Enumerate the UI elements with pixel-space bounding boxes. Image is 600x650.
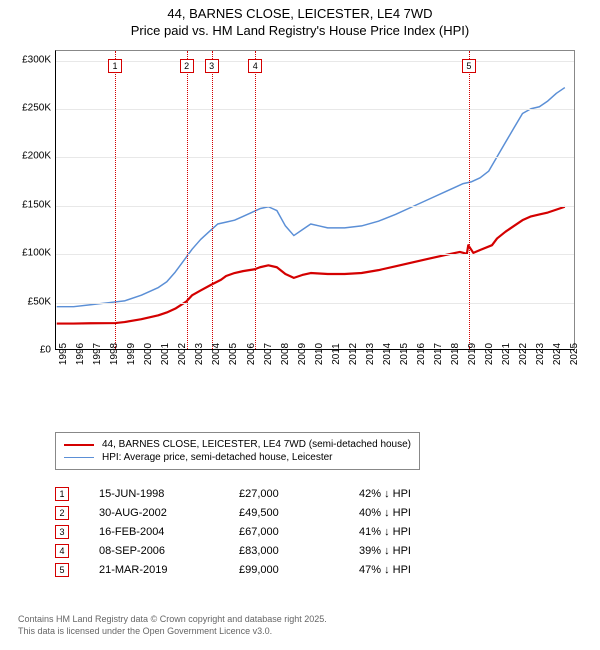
sale-marker-badge: 3	[205, 59, 219, 73]
x-tick-label: 2016	[416, 343, 427, 365]
sales-row: 5 21-MAR-2019£99,00047% ↓ HPI	[55, 563, 469, 577]
x-tick-label: 2018	[450, 343, 461, 365]
gridline-h	[56, 206, 574, 207]
y-tick-label: £0	[40, 345, 51, 356]
x-tick-label: 2024	[552, 343, 563, 365]
sales-row-index: 5	[55, 563, 69, 577]
x-tick-label: 2002	[177, 343, 188, 365]
x-tick-label: 2001	[160, 343, 171, 365]
sale-marker-line	[469, 51, 470, 349]
gridline-h	[56, 109, 574, 110]
gridline-h	[56, 61, 574, 62]
x-tick-label: 1997	[92, 343, 103, 365]
x-tick-label: 2006	[246, 343, 257, 365]
plot-area: 12345	[55, 50, 575, 350]
x-tick-label: 1996	[75, 343, 86, 365]
sales-row-price: £49,500	[239, 507, 359, 519]
sales-row-price: £27,000	[239, 488, 359, 500]
y-tick-label: £250K	[22, 103, 51, 114]
x-tick-label: 2022	[518, 343, 529, 365]
sale-marker-badge: 1	[108, 59, 122, 73]
legend-item: 44, BARNES CLOSE, LEICESTER, LE4 7WD (se…	[64, 439, 411, 450]
legend-swatch	[64, 444, 94, 446]
sales-row-price: £67,000	[239, 526, 359, 538]
sales-row-date: 21-MAR-2019	[99, 564, 239, 576]
x-tick-label: 2004	[211, 343, 222, 365]
chart-area: 12345 £0£50K£100K£150K£200K£250K£300K199…	[15, 40, 585, 410]
x-tick-label: 2011	[331, 343, 342, 365]
sales-row-delta: 40% ↓ HPI	[359, 507, 469, 519]
sales-row-delta: 41% ↓ HPI	[359, 526, 469, 538]
x-tick-label: 2015	[399, 343, 410, 365]
sales-row-delta: 39% ↓ HPI	[359, 545, 469, 557]
sales-row-date: 30-AUG-2002	[99, 507, 239, 519]
x-tick-label: 2021	[501, 343, 512, 365]
x-tick-label: 2000	[143, 343, 154, 365]
footer-line-1: Contains HM Land Registry data © Crown c…	[18, 614, 327, 626]
sales-row-index: 4	[55, 544, 69, 558]
footer-line-2: This data is licensed under the Open Gov…	[18, 626, 327, 638]
sales-table: 1 15-JUN-1998£27,00042% ↓ HPI 2 30-AUG-2002…	[55, 482, 469, 582]
title-line-1: 44, BARNES CLOSE, LEICESTER, LE4 7WD	[0, 6, 600, 21]
title-line-2: Price paid vs. HM Land Registry's House …	[0, 23, 600, 38]
chart-lines-svg	[56, 51, 574, 349]
sales-row-delta: 47% ↓ HPI	[359, 564, 469, 576]
gridline-h	[56, 157, 574, 158]
x-tick-label: 1999	[126, 343, 137, 365]
x-tick-label: 2017	[433, 343, 444, 365]
sales-row: 4 08-SEP-2006£83,00039% ↓ HPI	[55, 544, 469, 558]
legend-item: HPI: Average price, semi-detached house,…	[64, 452, 411, 463]
sale-marker-line	[187, 51, 188, 349]
x-tick-label: 2010	[314, 343, 325, 365]
y-tick-label: £100K	[22, 248, 51, 259]
x-tick-label: 2005	[228, 343, 239, 365]
legend-label: 44, BARNES CLOSE, LEICESTER, LE4 7WD (se…	[102, 439, 411, 450]
y-tick-label: £200K	[22, 151, 51, 162]
sales-row: 3 16-FEB-2004£67,00041% ↓ HPI	[55, 525, 469, 539]
sales-row-price: £99,000	[239, 564, 359, 576]
x-tick-label: 1998	[109, 343, 120, 365]
sales-row-index: 3	[55, 525, 69, 539]
y-tick-label: £300K	[22, 54, 51, 65]
sale-marker-line	[212, 51, 213, 349]
sale-marker-badge: 4	[248, 59, 262, 73]
y-tick-label: £150K	[22, 199, 51, 210]
sale-marker-line	[115, 51, 116, 349]
sale-marker-badge: 2	[180, 59, 194, 73]
x-tick-label: 1995	[58, 343, 69, 365]
sales-row-index: 1	[55, 487, 69, 501]
x-tick-label: 2009	[297, 343, 308, 365]
sales-row-delta: 42% ↓ HPI	[359, 488, 469, 500]
sale-marker-line	[255, 51, 256, 349]
footer-attribution: Contains HM Land Registry data © Crown c…	[18, 614, 327, 637]
x-tick-label: 2014	[382, 343, 393, 365]
x-tick-label: 2025	[569, 343, 580, 365]
gridline-h	[56, 254, 574, 255]
sales-row-date: 08-SEP-2006	[99, 545, 239, 557]
chart-title-block: 44, BARNES CLOSE, LEICESTER, LE4 7WD Pri…	[0, 0, 600, 40]
x-tick-label: 2007	[263, 343, 274, 365]
sales-row: 1 15-JUN-1998£27,00042% ↓ HPI	[55, 487, 469, 501]
sales-row-index: 2	[55, 506, 69, 520]
sales-row-date: 15-JUN-1998	[99, 488, 239, 500]
sales-row: 2 30-AUG-2002£49,50040% ↓ HPI	[55, 506, 469, 520]
x-tick-label: 2023	[535, 343, 546, 365]
x-tick-label: 2008	[280, 343, 291, 365]
legend-label: HPI: Average price, semi-detached house,…	[102, 452, 333, 463]
sales-row-price: £83,000	[239, 545, 359, 557]
x-tick-label: 2013	[365, 343, 376, 365]
gridline-h	[56, 303, 574, 304]
x-tick-label: 2003	[194, 343, 205, 365]
x-tick-label: 2019	[467, 343, 478, 365]
sale-marker-badge: 5	[462, 59, 476, 73]
legend-swatch	[64, 457, 94, 458]
x-tick-label: 2012	[348, 343, 359, 365]
legend: 44, BARNES CLOSE, LEICESTER, LE4 7WD (se…	[55, 432, 420, 470]
y-tick-label: £50K	[28, 296, 51, 307]
sales-row-date: 16-FEB-2004	[99, 526, 239, 538]
x-tick-label: 2020	[484, 343, 495, 365]
